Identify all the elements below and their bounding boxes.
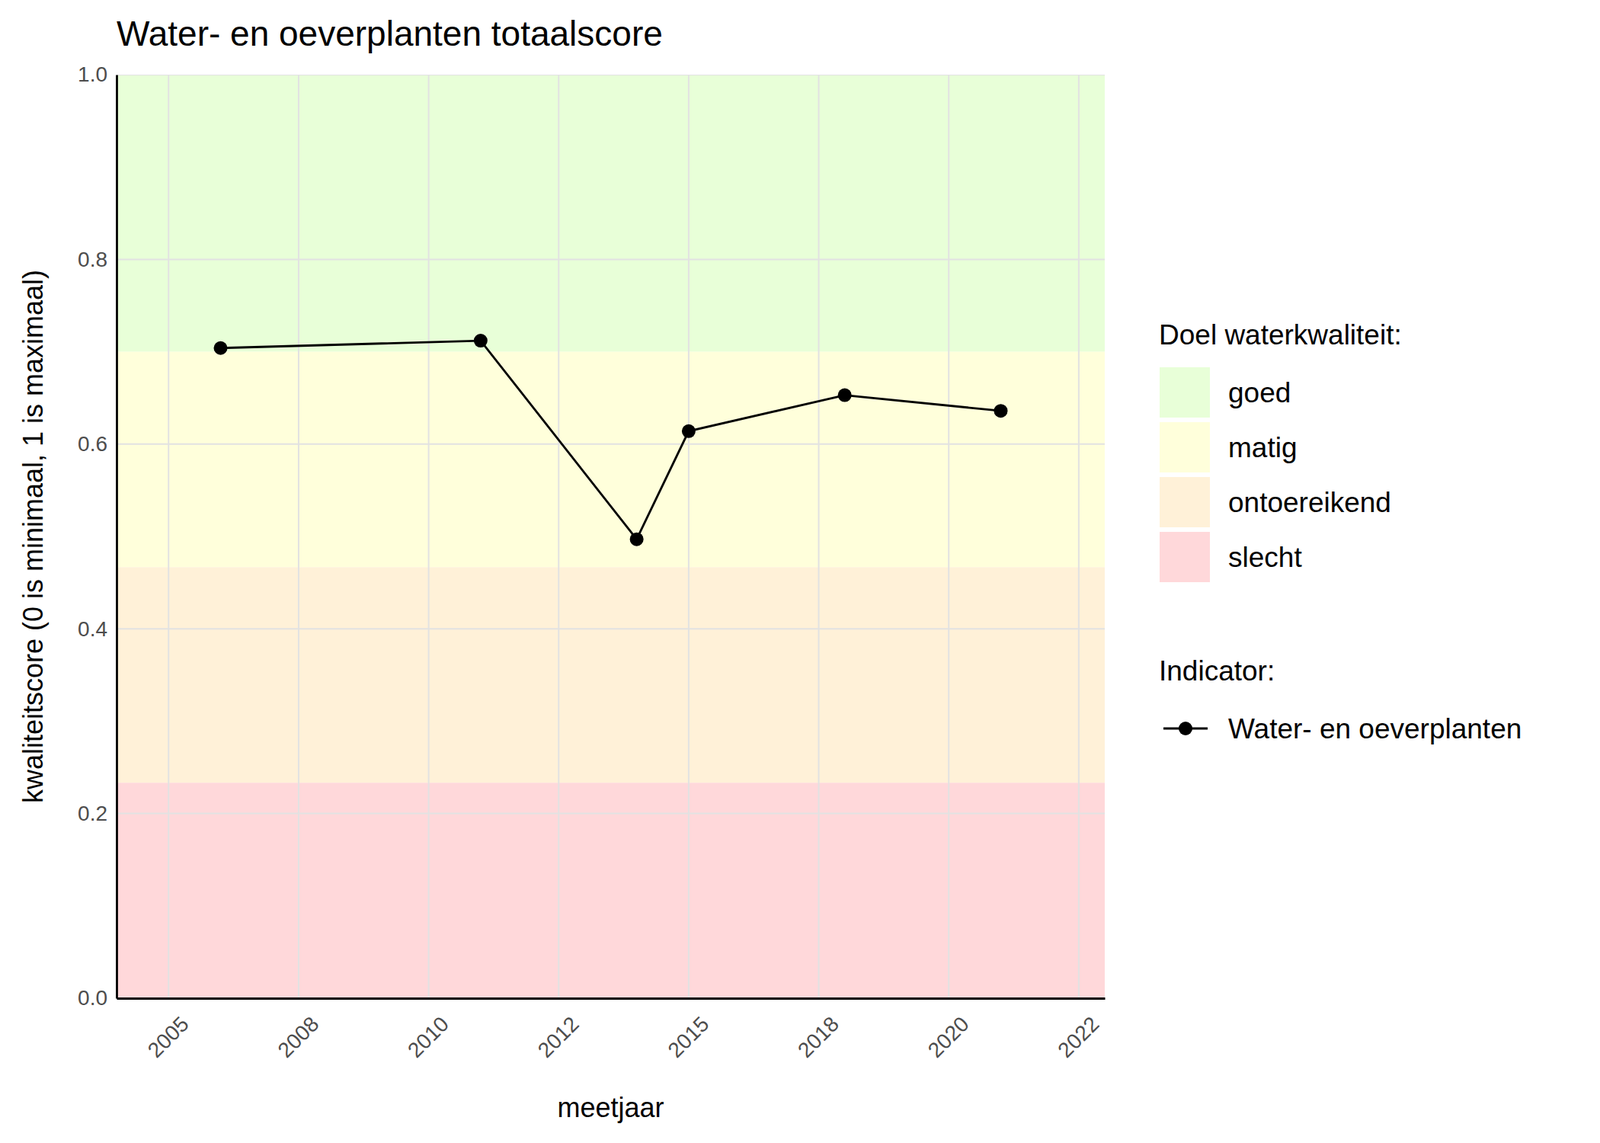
quality-band [116,352,1105,568]
legend-label: ontoereikend [1228,486,1392,519]
grid-line [818,74,820,999]
x-tick-label: 2012 [533,1011,584,1063]
grid-line [297,74,300,999]
grid-line [557,74,560,999]
x-tick: 2020 [923,998,974,1063]
data-point [681,424,696,439]
grid-line [116,258,1105,260]
y-tick: 0.8 [77,247,117,272]
x-tick-label: 2018 [793,1011,844,1063]
x-tick: 2010 [403,998,454,1063]
y-tick-label: 1.0 [77,62,108,87]
x-tick: 2008 [272,998,324,1063]
x-tick-label: 2005 [143,1011,194,1063]
y-tick: 0.2 [77,801,117,826]
axis-line [117,997,1106,1000]
legend-title: Indicator: [1158,655,1275,687]
x-tick: 2012 [533,998,584,1063]
quality-band [116,566,1105,783]
grid-line [116,74,1105,76]
grid-line [167,74,170,999]
y-tick-label: 0.6 [77,432,108,456]
y-tick: 1.0 [77,62,117,87]
grid-line [428,74,430,999]
x-axis: 2005 2008 2010 2012 2015 2018 2020 2022 [117,998,1106,1063]
x-tick-label: 2008 [272,1011,324,1063]
quality-band [116,74,1105,352]
legend-swatch [1159,422,1210,473]
data-point [214,341,228,356]
grid-line [116,443,1105,445]
chart: 200520082010201220152018202020220.00.20.… [0,0,1600,1143]
legend-label: Water- en oeverplanten [1228,713,1522,745]
legend-marker [1178,721,1193,736]
x-tick: 2022 [1052,998,1104,1063]
grid-line [116,997,1105,999]
y-axis-title: kwaliteitscore (0 is minimaal, 1 is maxi… [17,269,49,804]
legend: Doel waterkwaliteit: goed matig ontoereiken… [1158,319,1522,745]
y-tick-label: 0.0 [77,985,108,1010]
y-tick: 0.6 [77,432,117,456]
x-tick-label: 2015 [662,1011,714,1063]
grid-line [947,74,950,999]
grid-line [116,627,1105,630]
y-tick: 0.0 [77,985,117,1010]
x-tick: 2015 [662,998,714,1063]
data-point [630,532,644,547]
legend-swatch [1159,367,1210,418]
data-point [838,388,852,403]
x-tick: 2005 [143,998,194,1063]
legend-swatch [1159,531,1210,583]
grid-line [1078,74,1080,999]
x-tick: 2018 [793,998,844,1063]
grid-line [116,812,1105,815]
y-tick: 0.4 [77,617,117,641]
y-tick-label: 0.8 [77,247,108,272]
y-tick-label: 0.2 [77,801,108,826]
legend-swatch [1159,476,1210,528]
legend-title: Doel waterkwaliteit: [1158,319,1402,351]
x-tick-label: 2010 [403,1011,454,1063]
chart-title: Water- en oeverplanten totaalscore [116,13,663,54]
y-axis: 0.0 0.2 0.4 0.6 0.8 1.0 [77,62,117,1010]
y-tick-label: 0.4 [77,617,108,641]
grid-line [688,74,690,999]
legend-label: goed [1228,377,1291,409]
data-point [993,403,1008,418]
legend-label: slecht [1228,541,1303,573]
x-axis-title: meetjaar [556,1091,664,1124]
axis-line [115,75,119,999]
series-line [220,340,1002,540]
legend-label: matig [1228,432,1297,464]
plot-area [116,74,1105,999]
data-point [473,333,488,348]
quality-band [116,782,1105,999]
x-tick-label: 2022 [1052,1011,1104,1063]
x-tick-label: 2020 [923,1011,974,1063]
